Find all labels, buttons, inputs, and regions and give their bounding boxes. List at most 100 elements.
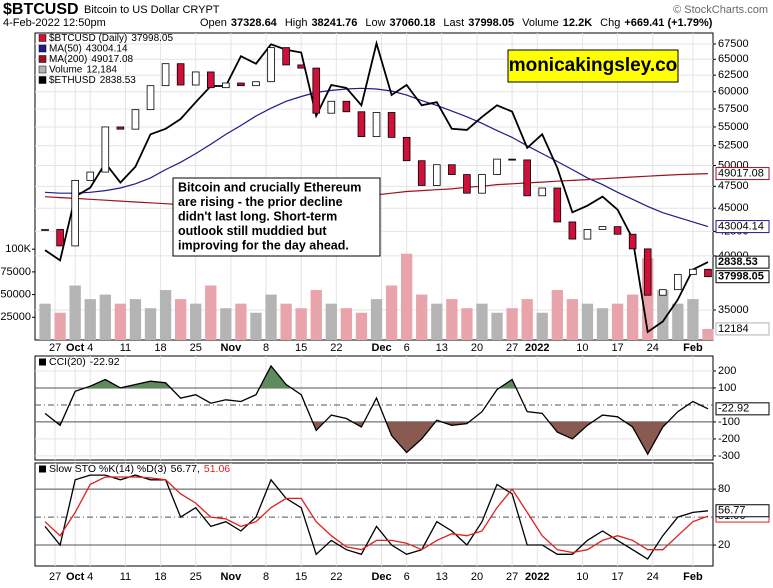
y-tick-label: -300 xyxy=(718,450,740,462)
x-tick-label: 8 xyxy=(263,571,269,583)
stat-label: Chg xyxy=(600,17,620,29)
x-tick-label: 22 xyxy=(330,342,342,354)
candle xyxy=(704,268,712,278)
volume-bar xyxy=(99,294,111,340)
legend-swatch xyxy=(38,44,47,53)
volume-bar xyxy=(144,308,157,340)
candle xyxy=(327,100,336,114)
last-value-label: 2838.53 xyxy=(718,256,758,268)
last-value-label: 43004.14 xyxy=(718,220,764,232)
candle xyxy=(267,47,275,83)
legend-swatch xyxy=(39,358,46,366)
volume-bar xyxy=(596,308,609,340)
candle xyxy=(191,71,200,86)
legend-swatch xyxy=(38,55,47,63)
legend-value: 56.77 xyxy=(171,463,197,475)
y-tick-label: 55000 xyxy=(718,121,749,133)
legend-entry: MA(200) 49017.08 xyxy=(49,54,134,65)
last-value-label: 37998.05 xyxy=(718,271,764,283)
candle xyxy=(613,226,622,235)
volume-bar xyxy=(431,303,443,340)
x-tick-label: 4 xyxy=(87,342,93,354)
x-tick-label: 6 xyxy=(404,342,410,354)
x-tick-label: 10 xyxy=(576,342,588,354)
volume-bar xyxy=(385,285,398,340)
y-tick-label: 100 xyxy=(718,382,736,394)
annotation-line: Bitcoin and crucially Ethereum xyxy=(178,180,361,194)
candle xyxy=(342,100,351,113)
x-tick-label: 11 xyxy=(120,342,131,354)
last-value-label: 12184 xyxy=(718,323,749,335)
x-tick-label: 13 xyxy=(436,342,448,354)
annotation-line: improving for the day ahead. xyxy=(178,238,349,252)
candle xyxy=(583,229,592,240)
x-tick-label: Dec xyxy=(371,342,391,354)
x-tick-label: 27 xyxy=(49,342,61,354)
symbol-name: Bitcoin to US Dollar CRYPT xyxy=(84,4,220,16)
volume-bar xyxy=(687,299,699,340)
x-tick-label: 20 xyxy=(471,571,483,583)
x-tick-label: Nov xyxy=(220,342,242,354)
candle xyxy=(417,160,426,186)
candle xyxy=(41,229,49,231)
x-tick-label: 15 xyxy=(295,571,307,583)
volume-bar xyxy=(536,312,548,340)
y-tick-label: 200 xyxy=(718,365,736,377)
y2-tick-label: 75000 xyxy=(0,266,31,278)
x-tick-label: Oct xyxy=(66,571,85,583)
volume-bar xyxy=(205,285,217,340)
x-tick-label: 8 xyxy=(263,342,269,354)
candle xyxy=(628,233,637,250)
stats: Open 37328.64 High 38241.76 Low 37060.18 Last 3… xyxy=(200,17,713,29)
y-tick-label: 47500 xyxy=(718,180,749,192)
volume-bar xyxy=(672,303,684,340)
candle xyxy=(508,158,516,161)
copyright: © StockCharts.com xyxy=(673,4,768,16)
volume-bar xyxy=(250,312,262,340)
x-tick-label: 24 xyxy=(647,571,659,583)
legend-entry: $ETHUSD 2838.53 xyxy=(49,75,136,86)
legend-value: 51.06 xyxy=(204,463,230,475)
x-tick-label: 10 xyxy=(576,571,588,583)
x-tick-label: 22 xyxy=(330,571,342,583)
x-tick-label: 18 xyxy=(154,571,166,583)
x-tick-label: 4 xyxy=(87,571,93,583)
y-tick-label: 45000 xyxy=(718,202,749,214)
volume-bar xyxy=(69,285,81,340)
stat-label: Last xyxy=(443,17,464,29)
stat-value: 38241.76 xyxy=(311,17,357,29)
x-tick-label: 6 xyxy=(404,571,410,583)
volume-bar xyxy=(129,299,142,340)
volume-bar xyxy=(340,308,353,340)
volume-bar xyxy=(491,312,503,340)
symbol: $BTCUSD xyxy=(3,1,79,18)
legend-name: MA(50) xyxy=(49,43,82,54)
annotation-line: are rising - the prior decline xyxy=(178,195,343,209)
candle xyxy=(372,112,381,138)
last-value-label: -22.92 xyxy=(718,403,749,415)
volume-bar xyxy=(702,328,714,340)
legend-value: -22.92 xyxy=(90,356,120,368)
x-tick-label: Feb xyxy=(683,342,703,354)
volume-bar xyxy=(325,303,337,340)
volume-bar xyxy=(280,303,292,340)
candle xyxy=(448,164,456,175)
y-tick-label: 20 xyxy=(718,539,730,551)
y-tick-label: 80 xyxy=(718,483,730,495)
legend-separator: , xyxy=(197,463,200,475)
legend-swatch xyxy=(38,65,47,74)
y-tick-label: 52500 xyxy=(718,140,749,152)
x-tick-label: 27 xyxy=(49,571,61,583)
x-tick-label: 17 xyxy=(611,571,623,583)
panel-legend: Slow STO %K(14) %D(3) 56.77, 51.06 xyxy=(49,463,230,475)
last-value-box xyxy=(715,322,770,336)
candle xyxy=(312,67,321,114)
panel-title: CCI(20) xyxy=(49,356,86,368)
x-tick-label: 27 xyxy=(506,571,518,583)
legend-value: 37998.05 xyxy=(131,33,173,44)
candle xyxy=(493,158,501,175)
candle xyxy=(402,136,411,162)
stat-label: Volume xyxy=(522,17,559,29)
last-value-box xyxy=(715,255,770,269)
